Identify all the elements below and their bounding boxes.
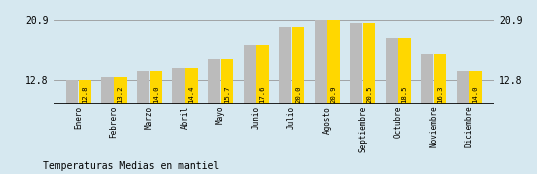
Bar [79, 80, 91, 104]
Text: 12.8: 12.8 [82, 86, 88, 103]
Text: 13.2: 13.2 [118, 86, 124, 103]
Bar [66, 80, 78, 104]
Text: 18.5: 18.5 [402, 86, 408, 103]
Bar [150, 71, 162, 104]
Bar [421, 54, 433, 104]
Text: 17.6: 17.6 [259, 86, 265, 103]
Bar [221, 59, 233, 104]
Bar [243, 45, 256, 104]
Bar [292, 27, 304, 104]
Bar [315, 21, 327, 104]
Bar [398, 38, 411, 104]
Text: Temperaturas Medias en mantiel: Temperaturas Medias en mantiel [43, 161, 219, 171]
Text: 16.3: 16.3 [437, 86, 443, 103]
Bar [208, 59, 220, 104]
Bar [363, 23, 375, 104]
Text: 20.5: 20.5 [366, 86, 372, 103]
Bar [172, 68, 185, 104]
Text: 20.9: 20.9 [331, 86, 337, 103]
Bar [456, 71, 469, 104]
Text: 20.0: 20.0 [295, 86, 301, 103]
Bar [101, 77, 114, 104]
Bar [114, 77, 127, 104]
Bar [386, 38, 398, 104]
Bar [256, 45, 268, 104]
Text: 14.0: 14.0 [473, 86, 478, 103]
Bar [137, 71, 149, 104]
Text: 14.0: 14.0 [153, 86, 159, 103]
Bar [279, 27, 292, 104]
Bar [328, 21, 340, 104]
Text: 14.4: 14.4 [188, 86, 194, 103]
Text: 15.7: 15.7 [224, 86, 230, 103]
Bar [350, 23, 362, 104]
Bar [185, 68, 198, 104]
Bar [434, 54, 446, 104]
Bar [469, 71, 482, 104]
